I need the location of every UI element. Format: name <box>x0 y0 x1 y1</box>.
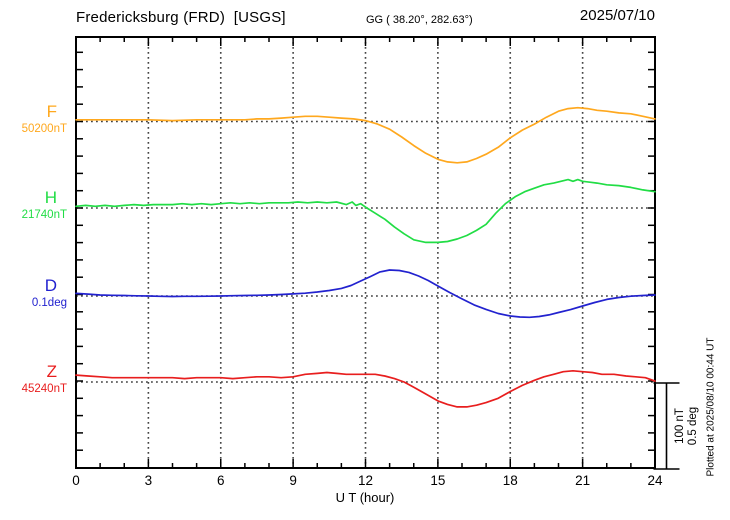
channel-letter-h: H <box>44 188 57 207</box>
channel-letter-d: D <box>44 276 57 295</box>
d-trace <box>75 269 656 319</box>
x-tick-label: 15 <box>430 473 446 488</box>
h-trace <box>75 178 656 244</box>
channel-baseline-d: 0.1deg <box>31 297 67 309</box>
channel-label-h: H 21740nT <box>0 189 68 222</box>
station-title: Fredericksburg (FRD) [USGS] <box>76 9 286 26</box>
channel-baseline-h: 21740nT <box>21 209 67 221</box>
plotted-at-note: Plotted at 2025/08/10 00:44 UT <box>705 337 717 477</box>
channel-label-z: Z 45240nT <box>0 363 68 396</box>
channel-label-d: D 0.1deg <box>0 277 68 310</box>
channel-baseline-z: 45240nT <box>21 383 67 395</box>
scale-bar-label: 100 nT 0.5 deg <box>674 407 700 445</box>
scale-bar-deg: 0.5 deg <box>687 406 699 446</box>
x-tick-label: 6 <box>216 473 225 488</box>
x-tick-label: 12 <box>357 473 374 488</box>
x-tick-label: 21 <box>575 473 591 488</box>
f-trace <box>75 106 656 164</box>
channel-label-f: F 50200nT <box>0 103 68 136</box>
channel-letter-z: Z <box>46 362 57 381</box>
x-axis-label: U T (hour) <box>335 490 395 505</box>
scale-bar-nt: 100 nT <box>674 408 686 444</box>
x-tick-label: 3 <box>144 473 153 488</box>
channel-baseline-f: 50200nT <box>21 123 67 135</box>
x-tick-label: 18 <box>502 473 518 488</box>
geographic-coordinates: GG ( 38.20°, 282.63°) <box>366 14 473 26</box>
channel-letter-f: F <box>46 102 57 121</box>
plot-date: 2025/07/10 <box>579 7 655 24</box>
z-trace <box>75 369 656 408</box>
x-tick-label: 24 <box>647 473 663 488</box>
x-tick-label: 0 <box>72 473 80 488</box>
x-tick-label: 9 <box>289 473 297 488</box>
